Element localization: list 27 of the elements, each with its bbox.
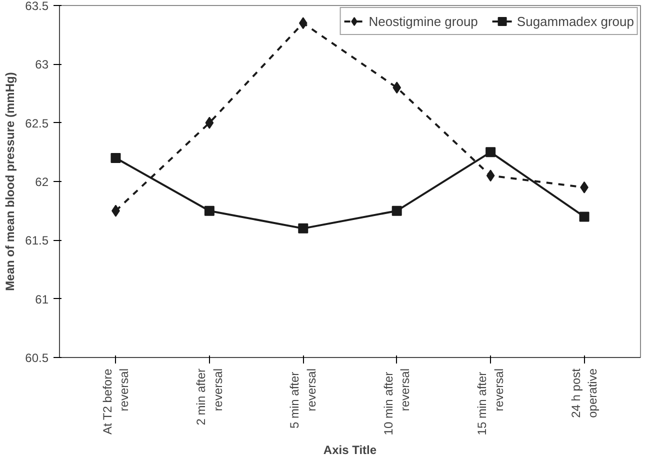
point <box>204 206 214 216</box>
point <box>486 170 495 182</box>
y-tick-label: 63.5 <box>25 0 49 13</box>
point <box>392 82 402 94</box>
x-tick-label: 15 min after reversal <box>475 368 506 436</box>
y-tick-label: 60.5 <box>25 351 49 365</box>
point <box>110 153 121 164</box>
legend-label: Sugammadex group <box>516 14 634 28</box>
y-axis-title: Mean of mean blood pressure (mmHg) <box>3 72 18 291</box>
y-tick-label: 62 <box>35 175 49 189</box>
y-tick-label: 61 <box>35 292 49 306</box>
point <box>298 223 308 234</box>
x-tick-label: 5 min after reversal <box>288 368 319 429</box>
x-tick-label: At T2 before reversal <box>100 368 132 435</box>
x-tick-label: 2 min after reversal <box>194 368 225 426</box>
x-axis-title: Axis Title <box>323 443 377 458</box>
y-tick-label: 61.5 <box>25 234 49 248</box>
point <box>298 17 308 30</box>
x-tick-label: 10 min after reversal <box>381 368 412 436</box>
x-tick-label: 24 h post operative <box>568 368 600 418</box>
y-tick-label: 62.5 <box>25 116 49 130</box>
point <box>579 212 590 222</box>
point <box>205 116 214 129</box>
point <box>392 206 402 216</box>
y-tick-label: 63 <box>35 58 49 72</box>
point <box>486 147 496 158</box>
legend-label: Neostigmine group <box>368 14 478 28</box>
